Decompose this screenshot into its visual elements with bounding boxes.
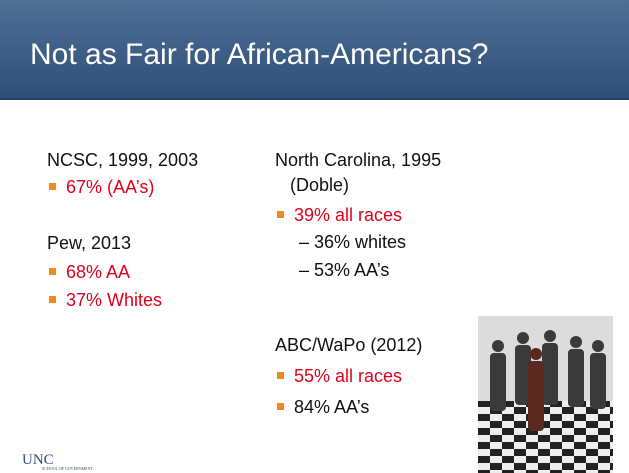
bullet [49,268,56,275]
bullet-text: 39% all races [294,204,402,226]
bullet [277,211,284,218]
sub-item: – 53% AA’s [299,259,389,281]
bullet-text: 67% (AA’s) [66,176,154,198]
slide: Not as Fair for African-Americans? NCSC,… [0,0,629,473]
bullet-text: 37% Whites [66,289,162,311]
bullet [49,296,56,303]
group-heading: ABC/WaPo (2012) [275,334,422,356]
footer-logo-sub: SCHOOL OF GOVERNMENT [42,466,93,471]
group-heading: NCSC, 1999, 2003 [47,149,198,171]
bullet [277,403,284,410]
group-heading: North Carolina, 1995 [275,149,441,171]
bullet [49,183,56,190]
sub-item: – 36% whites [299,231,406,253]
bullet-text: 84% AA’s [294,396,369,418]
group-subheading: (Doble) [290,174,349,196]
bullet-text: 68% AA [66,261,130,283]
group-heading: Pew, 2013 [47,232,131,254]
bullet [277,372,284,379]
slide-title: Not as Fair for African-Americans? [30,38,488,72]
bullet-text: 55% all races [294,365,402,387]
photo [478,316,613,473]
